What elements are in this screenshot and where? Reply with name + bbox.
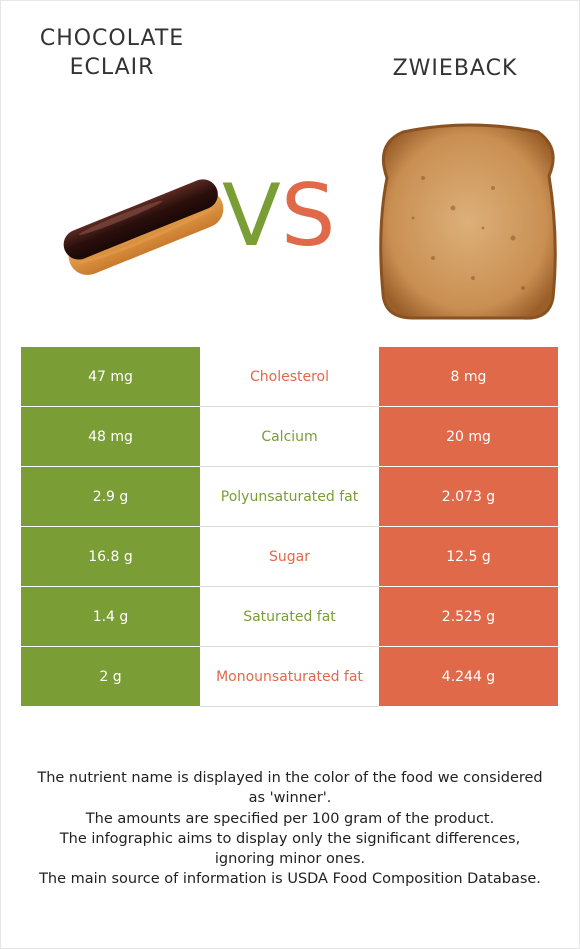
table-row: 2 g Monounsaturated fat 4.244 g [21, 646, 558, 707]
nutrient-name: Saturated fat [200, 586, 379, 647]
footnote: The nutrient name is displayed in the co… [30, 768, 550, 890]
right-value: 20 mg [379, 406, 558, 467]
vs-v-letter: V [222, 166, 281, 266]
table-row: 2.9 g Polyunsaturated fat 2.073 g [21, 466, 558, 527]
left-value: 1.4 g [21, 586, 200, 647]
left-value: 2 g [21, 646, 200, 707]
table-row: 48 mg Calcium 20 mg [21, 406, 558, 467]
chocolate-eclair-image [63, 179, 224, 276]
vs-label: VS [222, 168, 335, 264]
left-food-title: CHOCOLATE ECLAIR [39, 26, 185, 80]
footnote-line: The nutrient name is displayed in the co… [37, 770, 543, 807]
nutrient-name: Monounsaturated fat [200, 646, 379, 707]
left-value: 47 mg [21, 347, 200, 407]
right-value: 4.244 g [379, 646, 558, 707]
table-row: 1.4 g Saturated fat 2.525 g [21, 586, 558, 647]
right-value: 2.073 g [379, 466, 558, 527]
table-row: 47 mg Cholesterol 8 mg [21, 347, 558, 407]
left-value: 48 mg [21, 406, 200, 467]
left-value: 2.9 g [21, 466, 200, 527]
zwieback-image [379, 123, 557, 320]
nutrient-name: Sugar [200, 526, 379, 587]
nutrient-name: Calcium [200, 406, 379, 467]
nutrient-name: Cholesterol [200, 347, 379, 407]
left-value: 16.8 g [21, 526, 200, 587]
right-value: 8 mg [379, 347, 558, 407]
nutrient-comparison-table: 47 mg Cholesterol 8 mg 48 mg Calcium 20 mg 2.9… [21, 347, 558, 707]
footnote-line: The infographic aims to display only the… [59, 830, 521, 868]
nutrient-name: Polyunsaturated fat [200, 466, 379, 527]
right-value: 2.525 g [379, 586, 558, 647]
footnote-line: The main source of information is USDA F… [39, 871, 541, 888]
table-row: 16.8 g Sugar 12.5 g [21, 526, 558, 587]
right-food-title: ZWIEBACK [392, 56, 518, 81]
vs-s-letter: S [280, 166, 336, 266]
footnote-line: The amounts are specified per 100 gram o… [85, 810, 495, 827]
right-value: 12.5 g [379, 526, 558, 587]
